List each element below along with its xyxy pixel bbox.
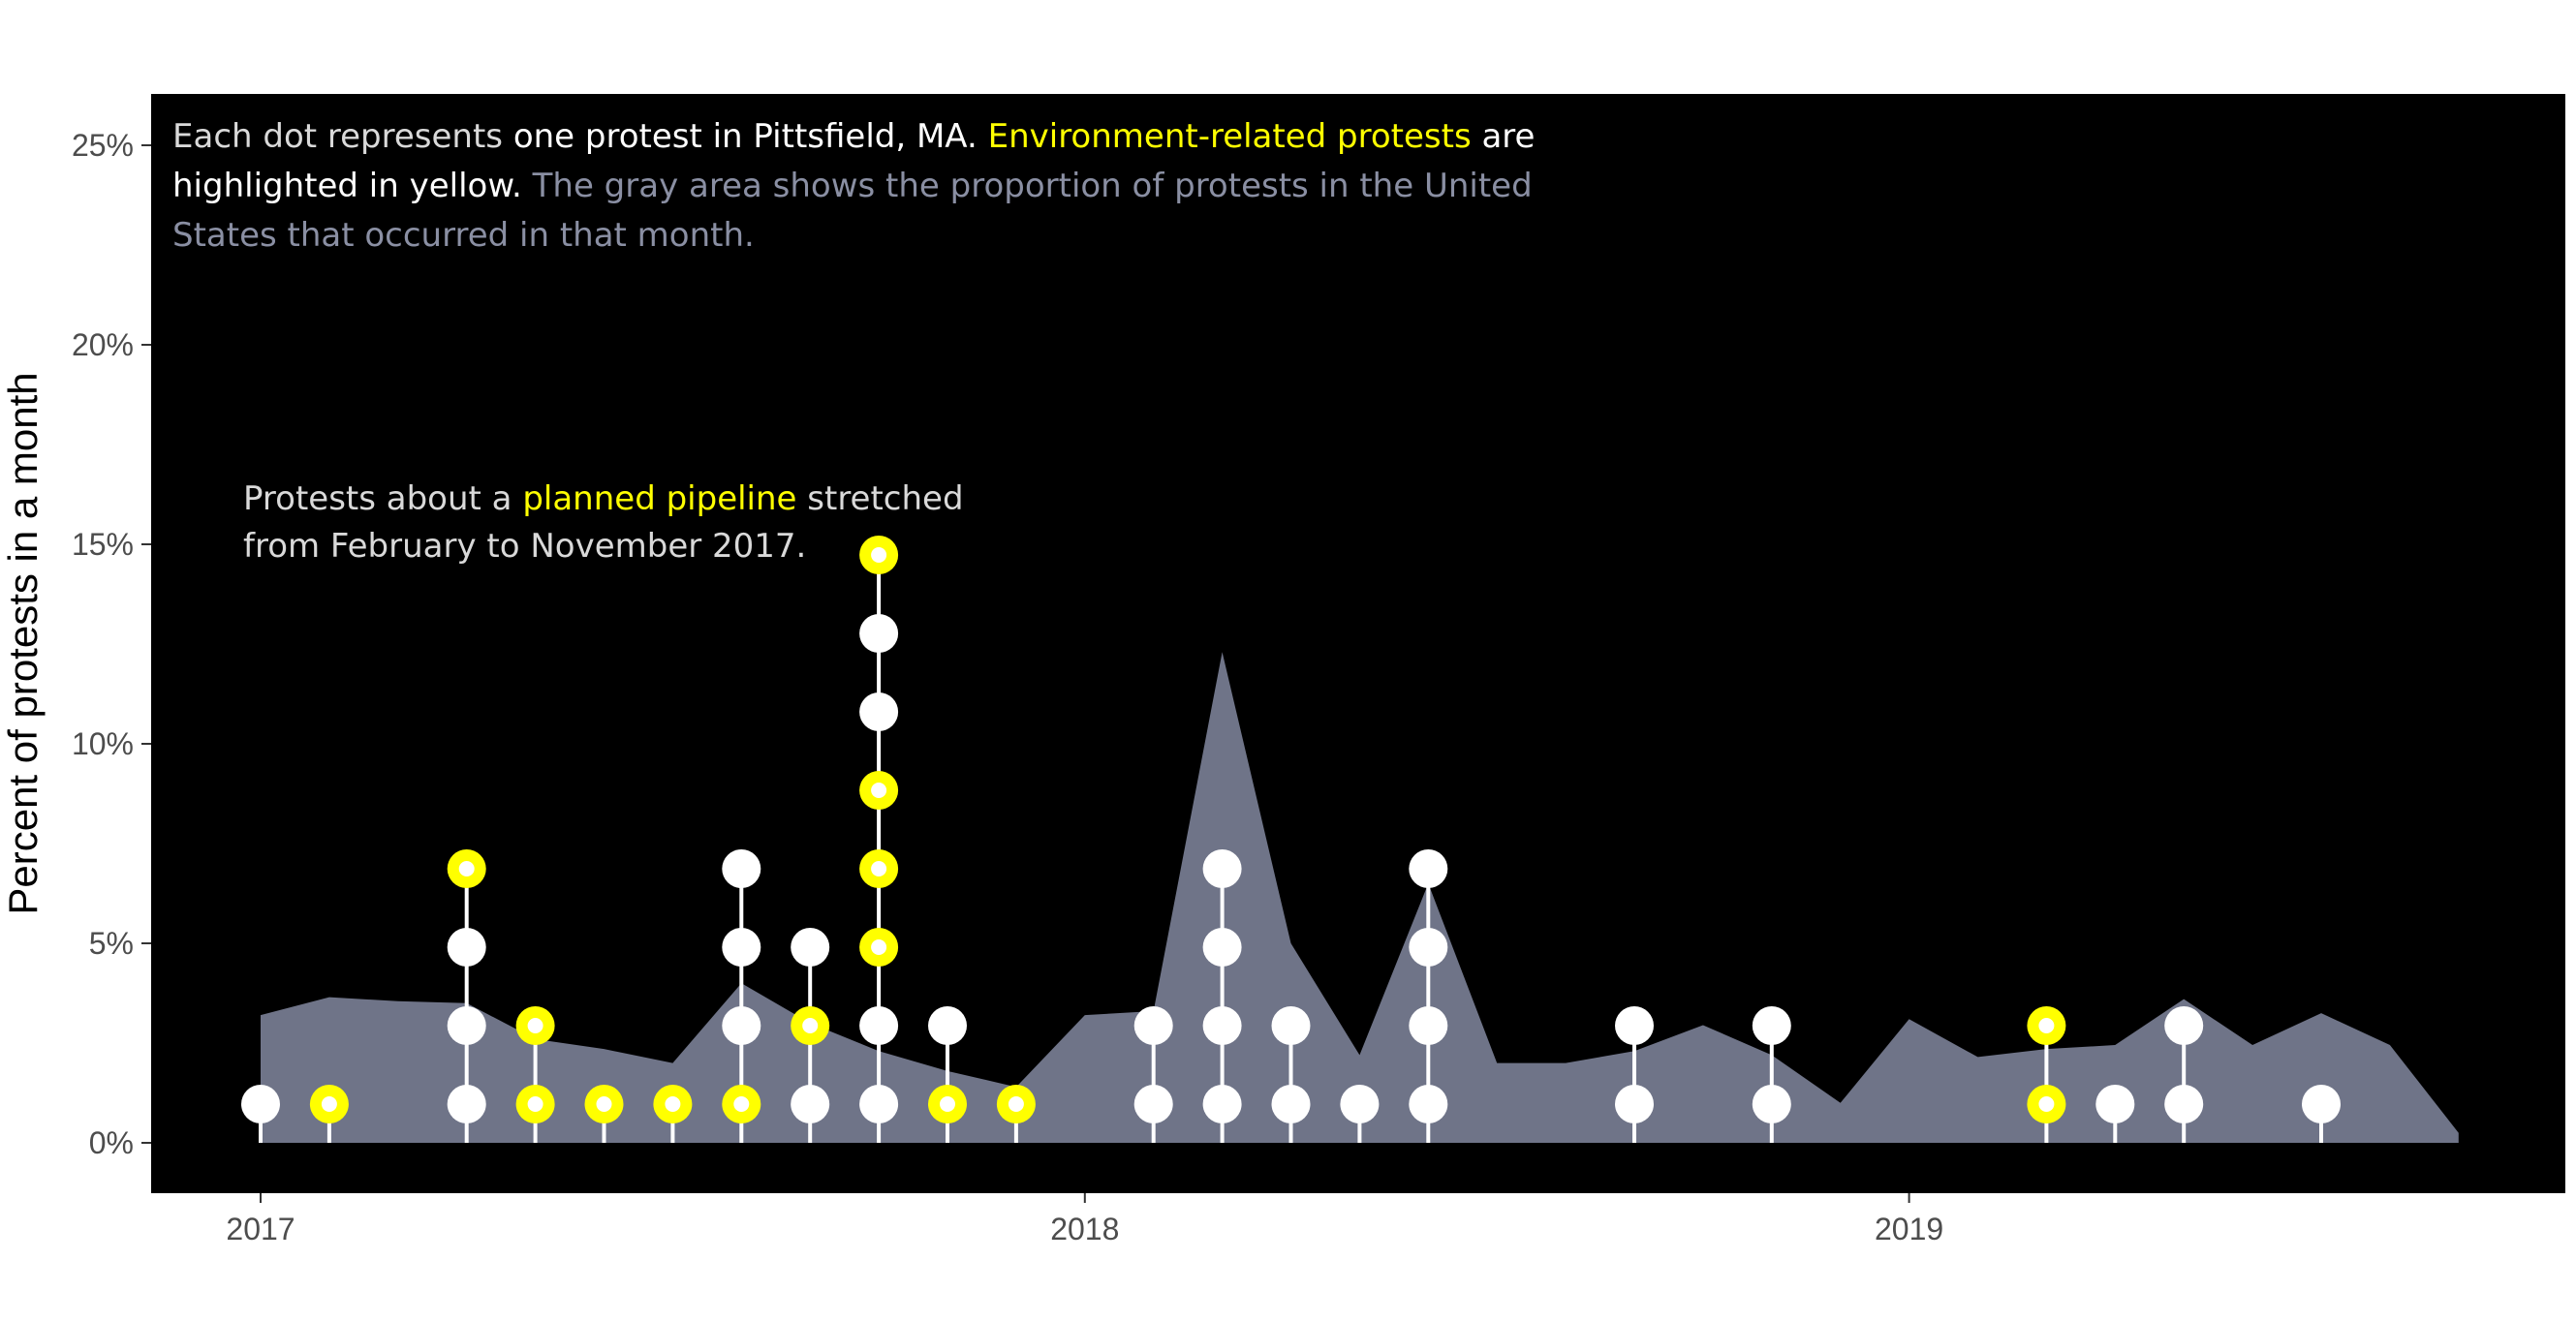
annotation-segment: one protest in Pittsfield, MA.: [513, 117, 978, 156]
annotation-segment: The gray area shows the proportion of pr…: [522, 167, 1533, 205]
protest-dot: [859, 1085, 899, 1123]
protest-dot: [447, 928, 486, 967]
protest-dot: [722, 1006, 761, 1045]
y-tick-label: 25%: [72, 128, 134, 163]
environment-dot-center: [527, 1018, 543, 1033]
x-tick-label: 2017: [226, 1212, 295, 1246]
environment-dot-center: [665, 1096, 681, 1112]
protest-dot: [2095, 1085, 2135, 1123]
protest-dot: [1133, 1006, 1173, 1045]
annotation-segment: stretched: [796, 479, 963, 518]
protest-dot: [859, 692, 899, 731]
annotation-segment: States that occurred in that month.: [172, 216, 755, 255]
environment-dot-center: [527, 1096, 543, 1112]
x-tick-label: 2018: [1050, 1212, 1119, 1246]
annotation-segment: Environment-related protests: [988, 117, 1472, 156]
protest-dot: [2164, 1085, 2204, 1123]
protest-dot: [447, 1006, 486, 1045]
protest-dot: [1202, 1085, 1242, 1123]
environment-dot-center: [871, 547, 887, 563]
y-tick-label: 10%: [72, 726, 134, 761]
protest-dot: [1271, 1006, 1311, 1045]
protest-dot: [447, 1085, 486, 1123]
protest-dot: [241, 1085, 280, 1123]
protest-dot: [2302, 1085, 2341, 1123]
us-share-area: [261, 652, 2459, 1143]
environment-dot-center: [2038, 1096, 2055, 1112]
y-tick-label: 15%: [72, 527, 134, 562]
y-tick-label: 0%: [89, 1125, 134, 1160]
annotation-segment: Protests about a: [243, 479, 522, 518]
x-tick-label: 2019: [1875, 1212, 1943, 1246]
environment-dot-center: [802, 1018, 819, 1033]
protest-dot: [1752, 1006, 1791, 1045]
x-axis: 2017 2018 2019: [226, 1193, 1943, 1246]
annotation-segment: from February to November 2017.: [243, 527, 806, 566]
environment-dot-center: [940, 1096, 955, 1112]
protest-dot: [791, 1085, 830, 1123]
y-tick-label: 5%: [89, 926, 134, 961]
environment-dot-center: [871, 939, 887, 955]
annotation-segment: highlighted in yellow.: [172, 167, 522, 205]
protest-dot: [1409, 928, 1448, 967]
protest-dot: [1340, 1085, 1380, 1123]
annotation-pipeline: Protests about a planned pipeline stretc…: [243, 479, 964, 566]
environment-dot-center: [871, 783, 887, 798]
annotation-segment: planned pipeline: [522, 479, 796, 518]
protest-dot: [1615, 1085, 1654, 1123]
protest-dot: [1752, 1085, 1791, 1123]
protest-dot: [722, 849, 761, 888]
protest-dot: [859, 1006, 899, 1045]
protest-dot: [1202, 928, 1242, 967]
protest-dot: [859, 614, 899, 653]
environment-dot-center: [2038, 1018, 2055, 1033]
environment-dot-center: [321, 1096, 337, 1112]
protest-dot: [1271, 1085, 1311, 1123]
y-axis-title: Percent of protests in a month: [0, 372, 46, 914]
y-axis: 0% 5% 10% 15% 20% 25%: [72, 128, 151, 1160]
annotation-segment: Each dot represents: [172, 117, 513, 156]
protest-dot: [722, 928, 761, 967]
environment-dot-center: [1008, 1096, 1024, 1112]
protest-dot: [928, 1006, 967, 1045]
us-share-area-path: [261, 652, 2459, 1143]
protest-dot: [1202, 1006, 1242, 1045]
environment-dot-center: [733, 1096, 750, 1112]
annotation-main: Each dot represents one protest in Pitts…: [172, 117, 1535, 255]
protest-dot: [1409, 1006, 1448, 1045]
annotations: Each dot represents one protest in Pitts…: [172, 117, 1535, 566]
protest-dot: [2164, 1006, 2204, 1045]
y-tick-label: 20%: [72, 327, 134, 362]
protest-dot: [1133, 1085, 1173, 1123]
environment-dot-center: [596, 1096, 612, 1112]
protest-dot: [1615, 1006, 1654, 1045]
protest-dot: [1409, 849, 1448, 888]
plot-panel: [151, 94, 2565, 1193]
protest-dot: [791, 928, 830, 967]
annotation-segment: [978, 117, 988, 156]
protest-dot: [1202, 849, 1242, 888]
annotation-segment: are: [1472, 117, 1536, 156]
environment-dot-center: [458, 861, 475, 876]
protest-dots: [241, 536, 2341, 1143]
environment-dot-center: [871, 861, 887, 876]
protest-dot: [1409, 1085, 1448, 1123]
